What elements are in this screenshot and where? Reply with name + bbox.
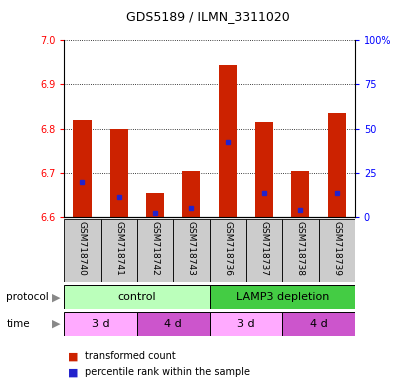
Bar (110, 129, 128, 217)
Text: time: time (6, 319, 30, 329)
Text: GSM718740: GSM718740 (78, 222, 87, 276)
Text: control: control (117, 292, 156, 302)
Text: 4 d: 4 d (164, 319, 182, 329)
Bar (182, 170, 200, 217)
Text: GSM718739: GSM718739 (332, 222, 341, 276)
Text: percentile rank within the sample: percentile rank within the sample (85, 367, 250, 377)
Text: 3 d: 3 d (92, 319, 110, 329)
Bar (146, 193, 164, 217)
Text: GDS5189 / ILMN_3311020: GDS5189 / ILMN_3311020 (126, 10, 289, 23)
Text: GSM718743: GSM718743 (187, 222, 196, 276)
Bar (255, 122, 273, 217)
Bar (64, 285, 210, 309)
Bar (219, 65, 237, 217)
Text: GSM718737: GSM718737 (259, 222, 269, 276)
Text: protocol: protocol (6, 292, 49, 302)
Bar (210, 312, 282, 336)
Bar (246, 219, 282, 282)
Text: ■: ■ (68, 367, 79, 377)
Bar (282, 312, 355, 336)
Text: transformed count: transformed count (85, 351, 176, 361)
Bar (327, 113, 346, 217)
Bar (100, 219, 137, 282)
Bar (319, 219, 355, 282)
Text: GSM718738: GSM718738 (296, 222, 305, 276)
Bar (210, 285, 355, 309)
Text: 4 d: 4 d (310, 319, 327, 329)
Text: 3 d: 3 d (237, 319, 255, 329)
Text: ▶: ▶ (52, 292, 60, 302)
Text: GSM718742: GSM718742 (151, 222, 160, 276)
Bar (173, 219, 210, 282)
Bar (291, 170, 310, 217)
Bar (73, 120, 92, 217)
Bar (64, 219, 101, 282)
Bar (282, 219, 319, 282)
Text: GSM718741: GSM718741 (114, 222, 123, 276)
Text: ▶: ▶ (52, 319, 60, 329)
Text: ■: ■ (68, 351, 79, 361)
Text: GSM718736: GSM718736 (223, 222, 232, 276)
Bar (137, 312, 210, 336)
Text: LAMP3 depletion: LAMP3 depletion (236, 292, 329, 302)
Bar (210, 219, 246, 282)
Bar (137, 219, 173, 282)
Bar (64, 312, 137, 336)
